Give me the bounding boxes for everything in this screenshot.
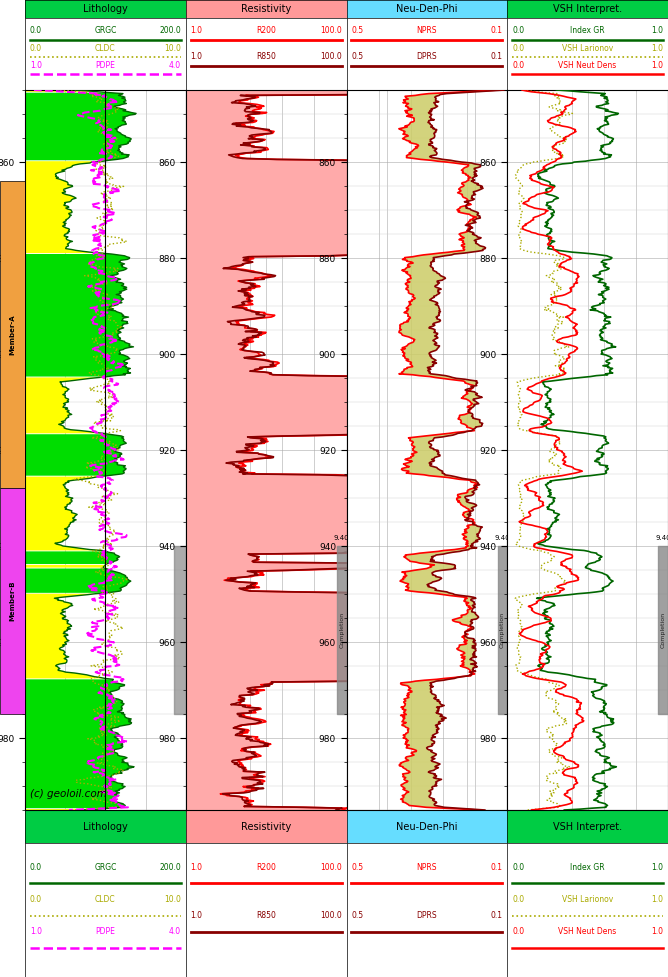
Text: 200.0: 200.0 [159, 863, 181, 871]
Text: 0.1: 0.1 [490, 863, 502, 871]
Text: 0.5: 0.5 [351, 863, 363, 871]
Text: 100.0: 100.0 [320, 53, 341, 62]
Text: DPRS: DPRS [417, 911, 437, 920]
Text: 0.0: 0.0 [512, 61, 524, 70]
Text: 100.0: 100.0 [320, 863, 341, 871]
Text: 1.0: 1.0 [651, 44, 663, 53]
Text: NPRS: NPRS [417, 863, 437, 871]
Text: Completion: Completion [661, 612, 666, 648]
Text: VSH Interpret.: VSH Interpret. [553, 822, 622, 831]
Text: 0.0: 0.0 [512, 44, 524, 53]
Text: (c) geoloil.com: (c) geoloil.com [30, 789, 107, 799]
Text: Index GR: Index GR [570, 863, 605, 871]
Text: 1.0: 1.0 [190, 26, 202, 35]
Text: PDPE: PDPE [96, 61, 116, 70]
Text: Neu-Den-Phi: Neu-Den-Phi [396, 822, 458, 831]
Text: Member-A: Member-A [9, 315, 15, 355]
Text: 1.0: 1.0 [651, 927, 663, 936]
Text: 1.0: 1.0 [651, 26, 663, 35]
Text: R850: R850 [257, 911, 276, 920]
Text: VSH Larionov: VSH Larionov [562, 895, 613, 904]
Text: 9.40: 9.40 [655, 535, 668, 541]
Text: NPRS: NPRS [417, 26, 437, 35]
Text: 10.0: 10.0 [164, 44, 181, 53]
Text: 0.0: 0.0 [30, 26, 42, 35]
Text: 0.5: 0.5 [351, 26, 363, 35]
Bar [0, 488, 25, 714]
Text: DPRS: DPRS [417, 53, 437, 62]
Text: Lithology: Lithology [83, 4, 128, 14]
Text: PDPE: PDPE [96, 927, 116, 936]
Text: 1.0: 1.0 [190, 53, 202, 62]
Text: Resistivity: Resistivity [241, 4, 291, 14]
Text: Completion: Completion [500, 612, 505, 648]
Text: 100.0: 100.0 [320, 26, 341, 35]
Text: 0.0: 0.0 [30, 44, 42, 53]
Text: R850: R850 [257, 53, 276, 62]
Text: 1.0: 1.0 [651, 61, 663, 70]
Text: CLDC: CLDC [95, 44, 116, 53]
Text: 1.0: 1.0 [651, 863, 663, 871]
Text: Completion: Completion [339, 612, 344, 648]
Text: 9.40: 9.40 [334, 535, 349, 541]
Text: 10.0: 10.0 [164, 895, 181, 904]
Text: 200.0: 200.0 [159, 26, 181, 35]
Text: Index GR: Index GR [570, 26, 605, 35]
Text: R200: R200 [257, 863, 276, 871]
Text: 1.0: 1.0 [30, 61, 42, 70]
Text: 0.0: 0.0 [30, 863, 42, 871]
Text: 1.0: 1.0 [30, 927, 42, 936]
Text: 1.0: 1.0 [651, 895, 663, 904]
Text: Resistivity: Resistivity [241, 822, 291, 831]
Text: VSH Neut Dens: VSH Neut Dens [558, 927, 617, 936]
Text: R200: R200 [257, 26, 276, 35]
Text: 4.0: 4.0 [169, 927, 181, 936]
Text: 4.0: 4.0 [169, 61, 181, 70]
Text: 0.1: 0.1 [490, 53, 502, 62]
Text: 9.40: 9.40 [494, 535, 510, 541]
Text: GRGC: GRGC [94, 26, 116, 35]
Bar [0, 181, 25, 488]
Text: VSH Interpret.: VSH Interpret. [553, 4, 622, 14]
Text: 0.0: 0.0 [512, 863, 524, 871]
Text: Member-B: Member-B [9, 581, 15, 621]
Text: 0.5: 0.5 [351, 911, 363, 920]
Text: CLDC: CLDC [95, 895, 116, 904]
Text: VSH Larionov: VSH Larionov [562, 44, 613, 53]
Text: Lithology: Lithology [83, 822, 128, 831]
Text: 0.0: 0.0 [30, 895, 42, 904]
Text: Neu-Den-Phi: Neu-Den-Phi [396, 4, 458, 14]
Text: 0.0: 0.0 [512, 895, 524, 904]
Text: 0.0: 0.0 [512, 26, 524, 35]
Text: GRGC: GRGC [94, 863, 116, 871]
Text: 0.5: 0.5 [351, 53, 363, 62]
Text: 100.0: 100.0 [320, 911, 341, 920]
Text: VSH Neut Dens: VSH Neut Dens [558, 61, 617, 70]
Text: 0.1: 0.1 [490, 911, 502, 920]
Text: 0.0: 0.0 [512, 927, 524, 936]
Text: 1.0: 1.0 [190, 863, 202, 871]
Text: 1.0: 1.0 [190, 911, 202, 920]
Text: 0.1: 0.1 [490, 26, 502, 35]
